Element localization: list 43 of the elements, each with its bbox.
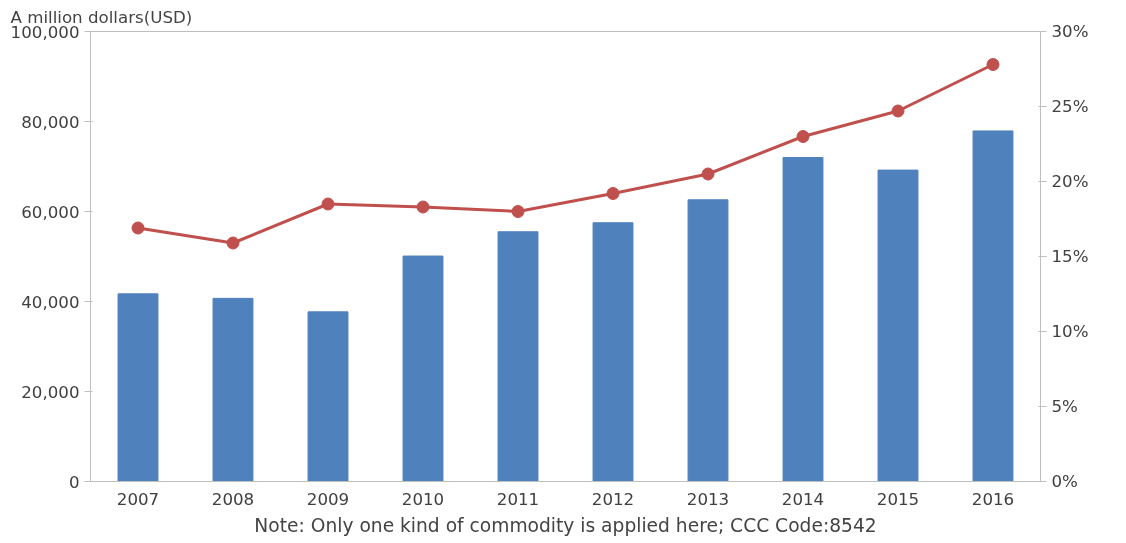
y-tick-label: 60,000 <box>21 202 80 222</box>
bar <box>877 169 919 482</box>
y2-tick-label: 20% <box>1051 172 1089 191</box>
bar <box>592 222 634 482</box>
bar <box>972 130 1014 482</box>
point <box>226 236 240 250</box>
point <box>986 58 1000 71</box>
point <box>606 187 620 200</box>
y2-tick-label: 30% <box>1051 22 1089 41</box>
y2-tick-label: 0% <box>1051 472 1078 491</box>
x-tick-label: 2007 <box>116 489 160 509</box>
bar <box>117 293 159 482</box>
y2-tick-label: 10% <box>1051 322 1089 341</box>
bar <box>307 311 349 482</box>
y2-tick-label: 5% <box>1051 397 1078 416</box>
point <box>796 130 810 143</box>
y2-tick-label: 15% <box>1051 247 1089 266</box>
bar <box>497 231 539 482</box>
x-tick-label: 2011 <box>496 489 540 509</box>
point <box>701 167 715 181</box>
bar <box>782 157 824 482</box>
bar <box>687 199 729 482</box>
x-tick-label: 2009 <box>306 489 350 509</box>
x-tick-label: 2008 <box>211 489 255 509</box>
x-tick-label: 2010 <box>401 489 445 509</box>
point <box>416 200 430 214</box>
x-tick-label: 2014 <box>781 489 825 509</box>
y-tick-label: 0 <box>68 472 80 492</box>
point <box>321 197 335 211</box>
point <box>891 104 905 118</box>
y2-tick-label: 25% <box>1051 97 1089 116</box>
point <box>511 205 525 218</box>
x-tick-label: 2013 <box>686 489 730 509</box>
y-tick-label: 20,000 <box>21 382 80 402</box>
y-tick-label: 80,000 <box>21 112 80 132</box>
x-tick-label: 2015 <box>876 489 920 509</box>
bar <box>402 255 444 482</box>
point <box>131 221 145 235</box>
x-tick-label: 2012 <box>591 489 635 509</box>
y-tick-label: 40,000 <box>21 292 80 312</box>
x-tick-label: 2016 <box>971 489 1015 509</box>
text: Note: Only one kind of commodity is applied here; CCC Code:8542 <box>254 514 877 536</box>
bar <box>212 297 254 482</box>
